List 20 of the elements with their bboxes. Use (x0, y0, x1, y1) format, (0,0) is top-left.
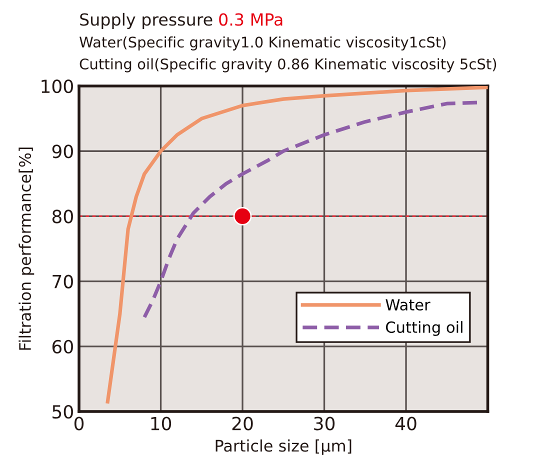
x-tick-label: 40 (395, 416, 416, 430)
y-axis-title: Filtration performance[%] (18, 148, 34, 350)
y-tick-label: 80 (52, 210, 73, 224)
y-tick-label: 90 (52, 144, 73, 158)
y-tick-label: 50 (52, 404, 73, 419)
x-tick-label: 20 (232, 416, 253, 430)
y-tick-label: 70 (52, 274, 73, 288)
x-tick-label: 10 (151, 416, 172, 430)
x-tick-label: 30 (314, 416, 335, 430)
y-tick-label: 60 (52, 340, 73, 354)
text: Cutting oil(Specific gravity 0.86 Kinematic viscosity 5cSt) (80, 58, 496, 72)
x-axis-title: Particle size [μm] (216, 439, 352, 455)
chart-title: Supply pressure (80, 12, 212, 30)
legend-label: Cutting oil (386, 321, 462, 336)
legend-label: Water (386, 299, 430, 311)
x-tick-label: 0 (74, 416, 84, 430)
line-series (106, 86, 488, 404)
chart-subtitle: 0.3 MPa (219, 13, 282, 26)
text: Water(Specific gravity1.0 Kinematic viscosity1cSt) (80, 36, 446, 50)
y-tick-label: 100 (42, 79, 73, 94)
